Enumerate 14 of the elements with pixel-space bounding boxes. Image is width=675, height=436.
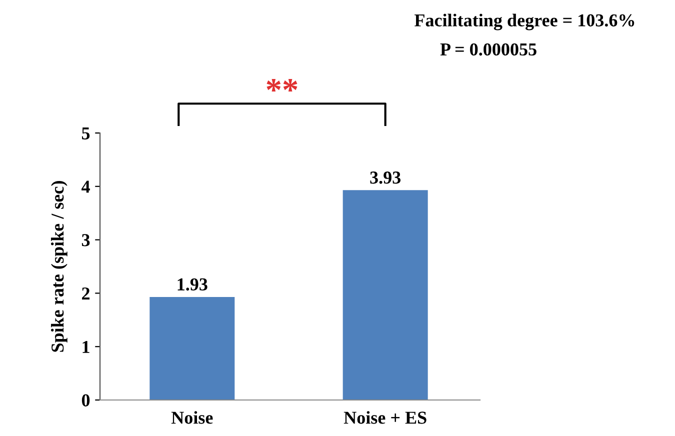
y-tick-label: 1 (82, 340, 90, 353)
y-tick-label: 5 (82, 127, 90, 140)
y-tick-label: 4 (82, 180, 90, 193)
x-tick-label: Noise + ES (344, 411, 426, 424)
y-axis-title: Spike rate (spike / sec) (50, 181, 68, 352)
text: Facilitating degree = 103.6% (414, 14, 634, 30)
y-tick-label: 3 (82, 234, 90, 246)
y-tick-label: 0 (82, 394, 90, 406)
data-label: 3.93 (370, 172, 401, 184)
data-label: 1.93 (178, 278, 208, 291)
text: ** (266, 78, 298, 92)
x-tick-label: Noise (171, 411, 213, 424)
y-tick-label: 2 (82, 288, 90, 300)
text: P = 0.000055 (440, 43, 536, 56)
